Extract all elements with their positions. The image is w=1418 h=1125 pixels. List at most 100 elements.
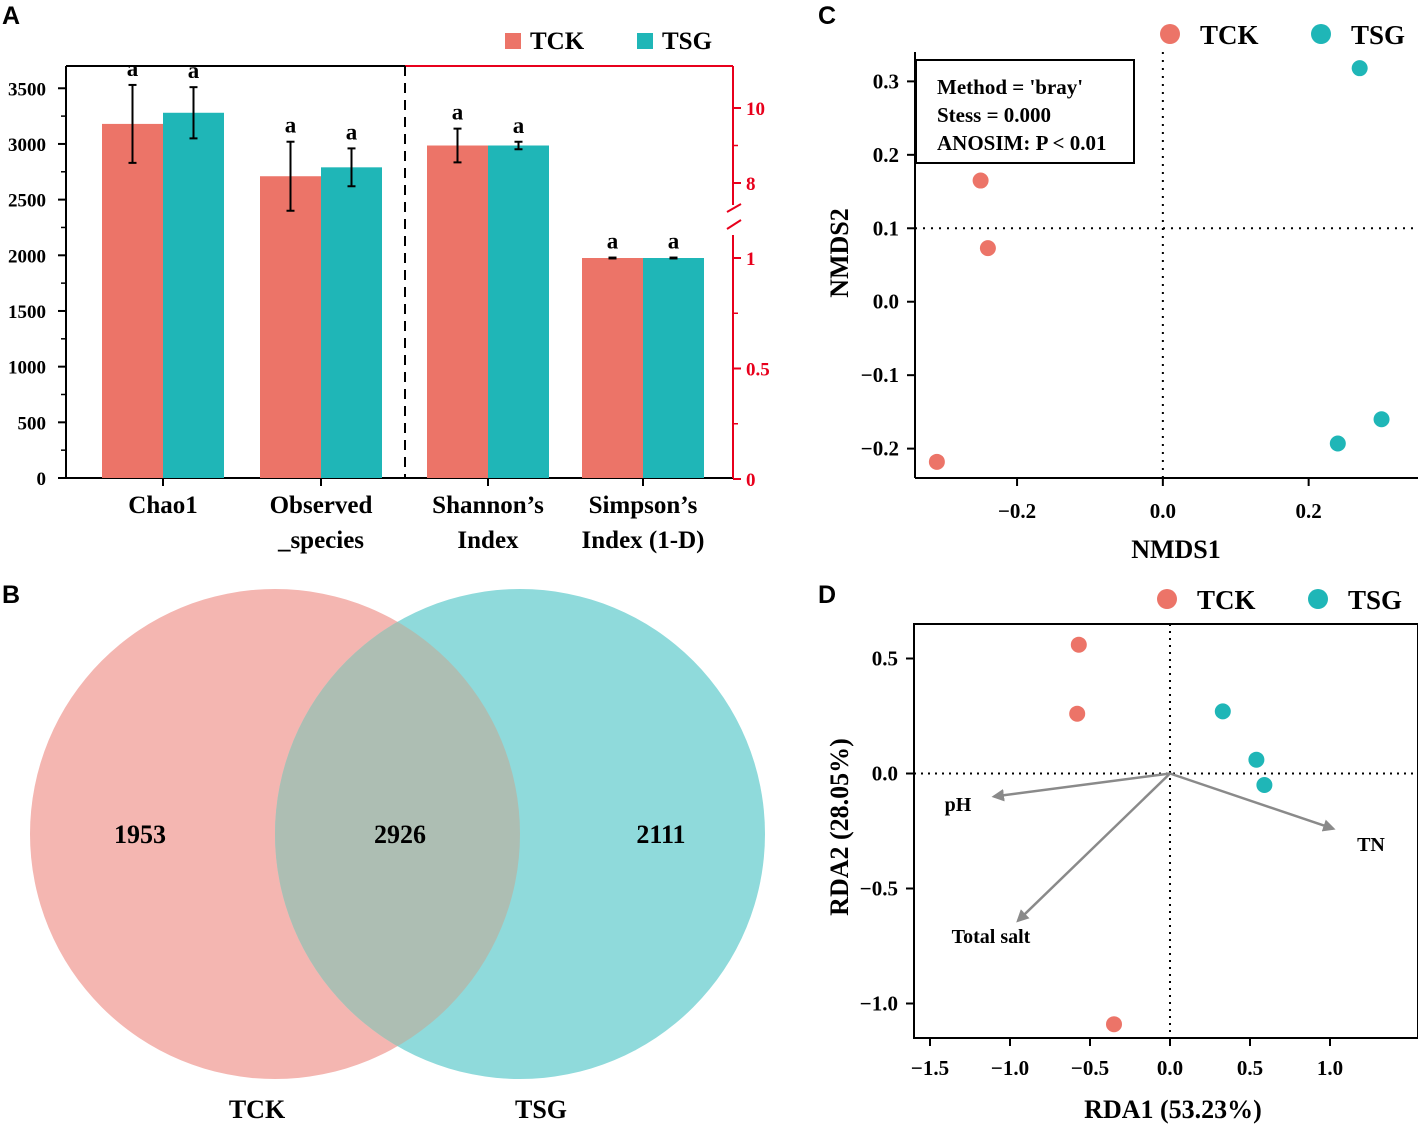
venn-count-tck-only: 1953 bbox=[114, 820, 166, 849]
point-tsg bbox=[1256, 777, 1273, 793]
axis-break-mark bbox=[726, 203, 742, 230]
arrow-label-total-salt: Total salt bbox=[952, 926, 1031, 948]
annotation-text: ANOSIM: P < 0.01 bbox=[937, 131, 1106, 155]
point-tck bbox=[928, 453, 945, 470]
left-tick-label: 1500 bbox=[8, 302, 46, 323]
significance-letter: a bbox=[188, 58, 200, 83]
x-axis-title: RDA1 (53.23%) bbox=[1084, 1095, 1262, 1124]
x-tick-label: 0.0 bbox=[1150, 499, 1176, 523]
y-tick-label: 0.0 bbox=[872, 762, 898, 786]
panel-label-d: D bbox=[818, 581, 836, 609]
left-tick-label: 2000 bbox=[8, 246, 46, 267]
bar-tsg bbox=[163, 112, 224, 478]
panel-c-nmds-scatter-plot: TCK TSG −0.2 0.0 0.2 −0.2 −0.1 0.0 0.1 0.2 0.3 NMDS… bbox=[825, 20, 1418, 564]
bar-tck bbox=[102, 123, 163, 478]
bar-tsg bbox=[643, 258, 704, 478]
panel-a-alpha-diversity-bar-chart: TCK TSG 0 500 1000 1500 2000 2500 3000 3500 0 0.5 1 8… bbox=[8, 28, 770, 554]
panel-d-rda-biplot: TCK TSG −1.5 −1.0 −0.5 0.0 0.5 1.0 −1.0 −0.5 0.0 0.… bbox=[825, 585, 1418, 1124]
legend-marker-tck bbox=[1160, 24, 1180, 44]
legend-swatch-tsg bbox=[637, 33, 653, 49]
right-tick-label: 8 bbox=[746, 174, 756, 195]
significance-letter: a bbox=[513, 113, 525, 138]
loading-arrow-tn bbox=[1169, 772, 1336, 832]
left-tick-label: 1000 bbox=[8, 358, 46, 379]
y-tick-label: −0.2 bbox=[861, 437, 899, 461]
x-category-label: Observed bbox=[270, 492, 373, 519]
point-tsg bbox=[1248, 751, 1265, 768]
arrow-label-tn: TN bbox=[1357, 834, 1385, 856]
point-tsg bbox=[1329, 435, 1346, 452]
x-tick-label: −1.0 bbox=[991, 1056, 1029, 1080]
y-axis-title: RDA2 (28.05%) bbox=[825, 738, 854, 916]
x-tick-label: −0.2 bbox=[998, 499, 1036, 523]
legend-label-tck: TCK bbox=[1197, 585, 1256, 615]
significance-letter: a bbox=[346, 119, 358, 144]
x-tick-label: 1.0 bbox=[1317, 1056, 1343, 1080]
arrow-label-ph: pH bbox=[945, 794, 972, 816]
venn-count-tsg-only: 2111 bbox=[636, 820, 685, 849]
left-tick-label: 2500 bbox=[8, 191, 46, 212]
y-tick-label: 0.0 bbox=[873, 290, 899, 314]
x-category-label: _species bbox=[277, 527, 364, 554]
significance-letter: a bbox=[127, 56, 139, 81]
y-tick-label: 0.2 bbox=[873, 143, 899, 167]
y-tick-label: 0.3 bbox=[873, 69, 899, 93]
x-tick-label: −1.5 bbox=[911, 1056, 949, 1080]
right-tick-label: 0.5 bbox=[746, 360, 770, 381]
left-tick-label: 3000 bbox=[8, 135, 46, 156]
legend-marker-tck bbox=[1157, 589, 1177, 609]
legend-label-tsg: TSG bbox=[662, 28, 712, 55]
y-tick-label: −0.1 bbox=[861, 363, 899, 387]
x-axis-title: NMDS1 bbox=[1131, 535, 1221, 564]
panel-label-b: B bbox=[2, 581, 20, 609]
x-category-label: Simpson’s bbox=[589, 492, 698, 519]
bar-tck bbox=[582, 258, 643, 478]
venn-set-label-tsg: TSG bbox=[515, 1095, 567, 1124]
left-tick-label: 0 bbox=[37, 469, 47, 490]
y-tick-label: −0.5 bbox=[860, 877, 898, 901]
legend-label-tck: TCK bbox=[1200, 20, 1259, 50]
right-tick-label: 1 bbox=[746, 249, 756, 270]
point-tck bbox=[1070, 636, 1087, 653]
annotation-text: Method = 'bray' bbox=[937, 75, 1083, 99]
legend-swatch-tck bbox=[505, 33, 521, 49]
point-tsg bbox=[1351, 60, 1368, 77]
x-category-label: Index bbox=[457, 527, 519, 554]
legend-marker-tsg bbox=[1308, 589, 1328, 609]
legend-label-tsg: TSG bbox=[1348, 585, 1402, 615]
legend-label-tsg: TSG bbox=[1351, 20, 1405, 50]
point-tsg bbox=[1373, 411, 1390, 428]
panel-label-a: A bbox=[2, 2, 20, 30]
right-tick-label: 10 bbox=[746, 99, 765, 120]
loading-arrow-ph bbox=[991, 772, 1171, 802]
point-tck bbox=[1069, 705, 1086, 722]
x-category-label: Chao1 bbox=[128, 492, 197, 519]
y-tick-label: −1.0 bbox=[860, 992, 898, 1016]
point-tck bbox=[979, 240, 996, 257]
x-tick-label: 0.2 bbox=[1296, 499, 1322, 523]
x-category-label: Index (1-D) bbox=[582, 527, 705, 554]
loading-arrow-total-salt bbox=[1016, 772, 1171, 923]
venn-set-label-tck: TCK bbox=[229, 1095, 286, 1124]
bar-tsg bbox=[488, 145, 549, 478]
x-category-label: Shannon’s bbox=[432, 492, 544, 519]
x-tick-label: 0.5 bbox=[1237, 1056, 1263, 1080]
left-tick-label: 500 bbox=[18, 413, 47, 434]
panel-label-c: C bbox=[818, 2, 836, 30]
legend-marker-tsg bbox=[1311, 24, 1331, 44]
point-tck bbox=[972, 172, 989, 189]
significance-letter: a bbox=[668, 229, 680, 254]
left-tick-label: 3500 bbox=[8, 79, 46, 100]
bar-tck bbox=[427, 145, 488, 478]
significance-letter: a bbox=[452, 100, 464, 125]
significance-letter: a bbox=[285, 113, 297, 138]
legend-label-tck: TCK bbox=[530, 28, 585, 55]
x-tick-label: 0.0 bbox=[1157, 1056, 1183, 1080]
right-tick-label: 0 bbox=[746, 470, 756, 491]
y-tick-label: 0.5 bbox=[872, 647, 898, 671]
bar-tsg bbox=[321, 167, 382, 479]
panel-b-venn-diagram: 1953 2926 2111 TCK TSG bbox=[30, 589, 765, 1124]
point-tsg bbox=[1214, 703, 1231, 720]
x-tick-label: −0.5 bbox=[1071, 1056, 1109, 1080]
